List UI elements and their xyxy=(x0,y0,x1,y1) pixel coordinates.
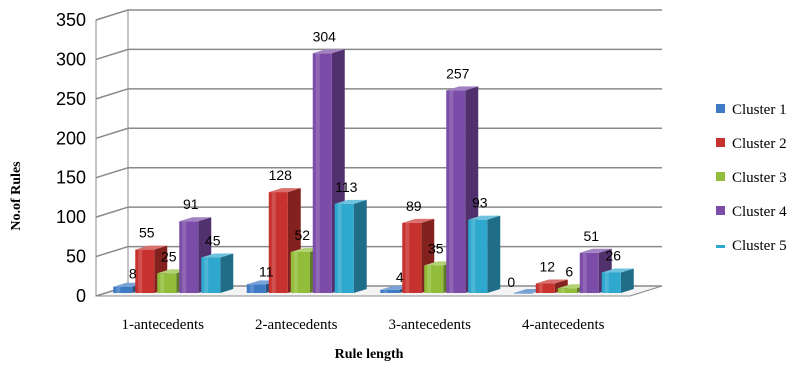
data-label: 6 xyxy=(565,263,573,279)
legend-item: Cluster 4 xyxy=(716,204,787,220)
data-label: 0 xyxy=(507,274,515,290)
plot-walls xyxy=(95,9,663,297)
y-tick-label: 0 xyxy=(76,286,86,306)
legend: Cluster 1 Cluster 2 Cluster 3 Cluster 4 Clus… xyxy=(716,102,787,254)
data-label: 113 xyxy=(335,179,358,195)
gridline xyxy=(95,48,662,61)
legend-swatch xyxy=(716,206,725,215)
data-label: 52 xyxy=(294,227,310,243)
x-axis-title: Rule length xyxy=(335,347,404,362)
y-tick-label: 50 xyxy=(66,247,86,267)
gridline xyxy=(95,127,662,140)
gridline xyxy=(95,206,662,218)
data-label: 8 xyxy=(129,266,137,282)
data-label: 11 xyxy=(259,263,274,279)
data-label: 12 xyxy=(539,259,555,275)
y-tick-label: 100 xyxy=(56,207,86,227)
legend-swatch xyxy=(716,138,725,147)
x-tick-label: 4-antecedents xyxy=(522,317,605,333)
gridline xyxy=(95,9,662,21)
legend-item: Cluster 3 xyxy=(716,170,787,186)
x-tick-label: 2-antecedents xyxy=(255,317,338,333)
legend-swatch xyxy=(716,104,725,113)
y-tick-label: 150 xyxy=(56,168,86,188)
data-label: 25 xyxy=(161,248,177,264)
legend-label: Cluster 5 xyxy=(732,238,787,254)
bar xyxy=(468,215,501,293)
legend-item: Cluster 2 xyxy=(716,136,787,152)
data-label: 55 xyxy=(139,225,155,241)
data-label: 51 xyxy=(583,228,599,244)
data-label: 304 xyxy=(313,28,337,44)
legend-item: Cluster 5 xyxy=(716,238,787,254)
legend-label: Cluster 4 xyxy=(732,204,787,220)
y-tick-label: 350 xyxy=(56,10,86,30)
bars xyxy=(113,49,634,294)
legend-swatch xyxy=(716,245,725,248)
data-labels: 8 55 25 91 45 11 128 52 304 113 4 89 35 257 93 0 12 6 51 26 xyxy=(129,28,621,290)
data-label: 35 xyxy=(428,240,444,256)
gridline xyxy=(95,166,662,179)
data-label: 91 xyxy=(183,196,199,212)
data-label: 128 xyxy=(269,167,293,183)
legend-swatch xyxy=(716,172,725,181)
data-label: 257 xyxy=(446,65,470,81)
y-tick-label: 300 xyxy=(56,49,86,69)
legend-label: Cluster 1 xyxy=(732,102,787,118)
y-tick-label: 200 xyxy=(56,128,86,148)
data-label: 89 xyxy=(406,198,422,214)
plot-side-wall xyxy=(95,9,129,297)
data-label: 4 xyxy=(396,269,404,285)
data-label: 26 xyxy=(605,247,621,263)
x-axis-categories: 1-antecedents 2-antecedents 3-antecedents 4… xyxy=(122,317,605,333)
bar xyxy=(601,268,634,293)
y-tick-label: 250 xyxy=(56,89,86,109)
y-axis-title: No.of Rules xyxy=(9,161,24,231)
data-label: 93 xyxy=(472,195,488,211)
legend-item: Cluster 1 xyxy=(716,102,787,118)
bar xyxy=(312,49,345,293)
legend-label: Cluster 3 xyxy=(732,170,787,186)
data-label: 45 xyxy=(205,233,221,249)
x-tick-label: 1-antecedents xyxy=(122,317,205,333)
y-axis-ticks: 0 50 100 150 200 250 300 350 xyxy=(56,10,86,306)
bar xyxy=(334,199,367,293)
legend-label: Cluster 2 xyxy=(732,136,787,152)
x-tick-label: 3-antecedents xyxy=(389,317,472,333)
gridline xyxy=(95,88,662,100)
bar xyxy=(201,253,234,293)
